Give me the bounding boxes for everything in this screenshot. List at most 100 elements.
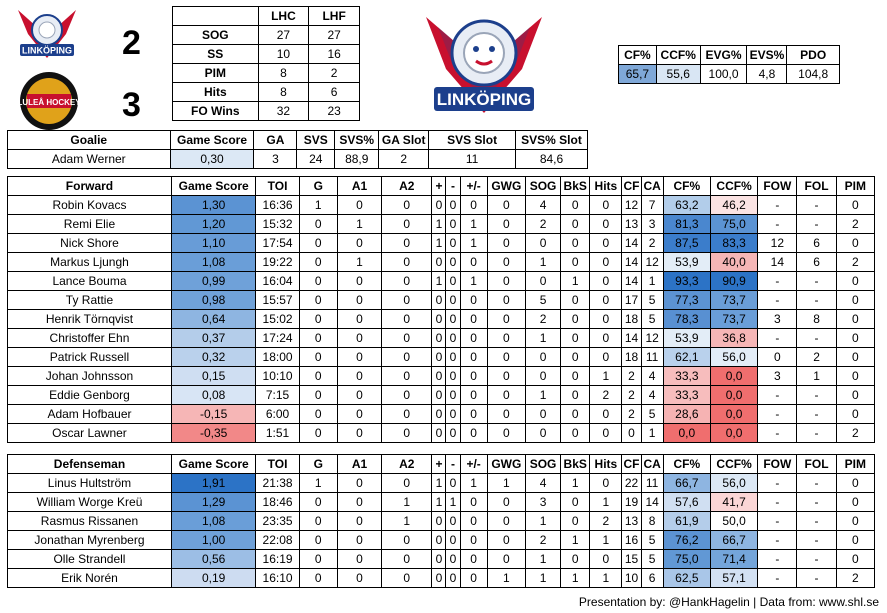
forwards-header-sog: SOG bbox=[524, 176, 562, 196]
goalie-name: Adam Werner bbox=[7, 149, 171, 169]
stat-pim: 0 bbox=[835, 530, 876, 550]
stat-ccf: 73,7 bbox=[709, 290, 759, 310]
stat-toi: 16:10 bbox=[255, 568, 300, 588]
stat-toi: 22:08 bbox=[255, 530, 300, 550]
forward-table: Forward Game Score TOI G A1 A2 + - +/- GWG SOG BkS H… bbox=[7, 176, 876, 443]
stat-a2: 0 bbox=[381, 290, 433, 310]
stat-blank: 0 bbox=[445, 347, 461, 367]
stat-gwg: 0 bbox=[486, 423, 526, 443]
team-stat-home: 32 bbox=[257, 101, 310, 121]
stat-cf: 63,2 bbox=[662, 195, 711, 215]
stat-sog: 4 bbox=[524, 195, 562, 215]
stat-fow: - bbox=[757, 473, 798, 493]
goalie-header: Goalie Game Score GA SVS SVS% GA Slot SVS Slot… bbox=[7, 130, 588, 150]
stat-cf: 22 bbox=[621, 473, 642, 493]
stat-fol: - bbox=[796, 195, 837, 215]
stat-a2: 0 bbox=[381, 385, 433, 405]
stat-bks: 1 bbox=[560, 530, 591, 550]
stat-cf: 28,6 bbox=[662, 404, 711, 424]
stat-cf: 12 bbox=[621, 195, 642, 215]
stat-fol: - bbox=[796, 568, 837, 588]
forwards-header-bks: BkS bbox=[560, 176, 591, 196]
forwards-header-game-score: Game Score bbox=[170, 176, 257, 196]
player-row: Markus Ljungh 1,08 19:22 0 1 0 0 0 0 0 1 0 0 14 12 53,9… bbox=[7, 252, 876, 272]
player-row: Patrick Russell 0,32 18:00 0 0 0 0 0 0 0 0 0 0 18 11 62… bbox=[7, 347, 876, 367]
stat-cf: 16 bbox=[621, 530, 642, 550]
defense-header-ca: CA bbox=[640, 454, 664, 474]
player-row: Johan Johnsson 0,15 10:10 0 0 0 0 0 0 0 0 0 1 2 4 33,3 0… bbox=[7, 366, 876, 386]
player-row: Rasmus Rissanen 1,08 23:35 0 0 1 0 0 0 0 1 0 2 13 8 61,… bbox=[7, 511, 876, 531]
stat-ca: 8 bbox=[640, 511, 664, 531]
stat-a2: 0 bbox=[381, 347, 433, 367]
stat-blank: 0 bbox=[445, 404, 461, 424]
defense-header-toi: TOI bbox=[255, 454, 300, 474]
stat-ccf: 71,4 bbox=[709, 549, 759, 569]
stat-sog: 0 bbox=[524, 347, 562, 367]
stat-a1: 0 bbox=[336, 195, 383, 215]
stat-ca: 5 bbox=[640, 309, 664, 329]
player-name: Markus Ljungh bbox=[7, 252, 172, 272]
stat-g: 0 bbox=[298, 328, 338, 348]
stat-sog: 2 bbox=[524, 214, 562, 234]
stat-hits: 1 bbox=[589, 492, 623, 512]
player-name: Erik Norén bbox=[7, 568, 172, 588]
player-name: Ty Rattie bbox=[7, 290, 172, 310]
team-metrics-header: CF% CCF% EVG% EVS% PDO bbox=[618, 45, 840, 65]
goalie-header-ga-slot: GA Slot bbox=[378, 130, 430, 150]
stat-gwg: 1 bbox=[486, 473, 526, 493]
goalie-header-game-score: Game Score bbox=[169, 130, 255, 150]
player-row: Jonathan Myrenberg 1,00 22:08 0 0 0 0 0 0 0 2 1 1 16 5… bbox=[7, 530, 876, 550]
defense-header-fol: FOL bbox=[796, 454, 837, 474]
stat-a2: 1 bbox=[381, 492, 433, 512]
goalie-header-svs-slot: SVS% Slot bbox=[515, 130, 588, 150]
stat-g: 0 bbox=[298, 347, 338, 367]
stat-hits: 0 bbox=[589, 404, 623, 424]
stat-a1: 0 bbox=[336, 328, 383, 348]
stat-toi: 18:46 bbox=[255, 492, 300, 512]
stat-gwg: 0 bbox=[486, 271, 526, 291]
stat-a1: 0 bbox=[336, 473, 383, 493]
stat-blank: 0 bbox=[445, 309, 461, 329]
stat-ccf: 0,0 bbox=[709, 366, 759, 386]
stat-hits: 1 bbox=[589, 568, 623, 588]
metric-header-evs: EVS% bbox=[746, 45, 788, 65]
stat-sog: 0 bbox=[524, 404, 562, 424]
stat-fol: - bbox=[796, 271, 837, 291]
defense-header-a2: A2 bbox=[381, 454, 433, 474]
stat-gwg: 0 bbox=[486, 549, 526, 569]
stat-ccf: 90,9 bbox=[709, 271, 759, 291]
stat-cf: 2 bbox=[621, 404, 642, 424]
stat-cf: 14 bbox=[621, 328, 642, 348]
stat-pim: 0 bbox=[835, 511, 876, 531]
stat-a1: 1 bbox=[336, 214, 383, 234]
stat-blank: 0 bbox=[431, 511, 447, 531]
defense-header-gwg: GWG bbox=[486, 454, 526, 474]
stat-fow: 3 bbox=[757, 366, 798, 386]
center-logo-text: LINKÖPING bbox=[437, 90, 531, 109]
stat-a2: 0 bbox=[381, 214, 433, 234]
stat-fol: - bbox=[796, 511, 837, 531]
stat-g: 0 bbox=[298, 423, 338, 443]
stat-hits: 0 bbox=[589, 328, 623, 348]
stat-blank: 0 bbox=[431, 568, 447, 588]
defense-header-bks: BkS bbox=[560, 454, 591, 474]
player-row: Ty Rattie 0,98 15:57 0 0 0 0 0 0 0 5 0 0 17 5 77,3 73,7-… bbox=[7, 290, 876, 310]
stat-fow: - bbox=[757, 492, 798, 512]
stat-a1: 0 bbox=[336, 309, 383, 329]
stat-game-score: 1,20 bbox=[170, 214, 257, 234]
stat-blank: 0 bbox=[445, 252, 461, 272]
stat-blank: 1 bbox=[459, 473, 488, 493]
stat-a1: 0 bbox=[336, 290, 383, 310]
stat-cf: 53,9 bbox=[662, 328, 711, 348]
forwards-header-hits: Hits bbox=[589, 176, 623, 196]
stat-toi: 16:04 bbox=[255, 271, 300, 291]
stat-fol: - bbox=[796, 290, 837, 310]
stat-game-score: 0,98 bbox=[170, 290, 257, 310]
stat-bks: 0 bbox=[560, 549, 591, 569]
stat-a1: 0 bbox=[336, 568, 383, 588]
stat-a2: 0 bbox=[381, 423, 433, 443]
stat-bks: 1 bbox=[560, 473, 591, 493]
away-score: 3 bbox=[122, 86, 141, 124]
stat-blank: 0 bbox=[459, 511, 488, 531]
stat-toi: 17:24 bbox=[255, 328, 300, 348]
